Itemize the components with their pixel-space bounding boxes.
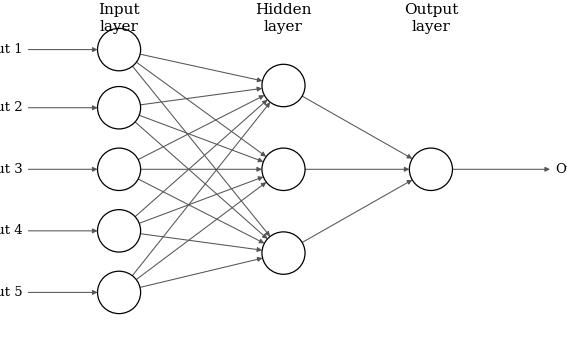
Text: Ouput: Ouput bbox=[556, 163, 567, 176]
Text: Hidden
layer: Hidden layer bbox=[255, 3, 312, 34]
Ellipse shape bbox=[98, 148, 141, 190]
Text: Input 4: Input 4 bbox=[0, 224, 23, 237]
Text: Input
layer: Input layer bbox=[98, 3, 140, 34]
Ellipse shape bbox=[409, 148, 452, 190]
Text: Output
layer: Output layer bbox=[404, 3, 458, 34]
Ellipse shape bbox=[98, 210, 141, 252]
Text: Input 2: Input 2 bbox=[0, 101, 23, 114]
Ellipse shape bbox=[98, 271, 141, 314]
Text: Input 3: Input 3 bbox=[0, 163, 23, 176]
Ellipse shape bbox=[98, 28, 141, 71]
Text: Input 1: Input 1 bbox=[0, 43, 23, 56]
Ellipse shape bbox=[98, 87, 141, 129]
Ellipse shape bbox=[262, 232, 305, 274]
Ellipse shape bbox=[262, 64, 305, 107]
Ellipse shape bbox=[262, 148, 305, 190]
Text: Input 5: Input 5 bbox=[0, 286, 23, 299]
